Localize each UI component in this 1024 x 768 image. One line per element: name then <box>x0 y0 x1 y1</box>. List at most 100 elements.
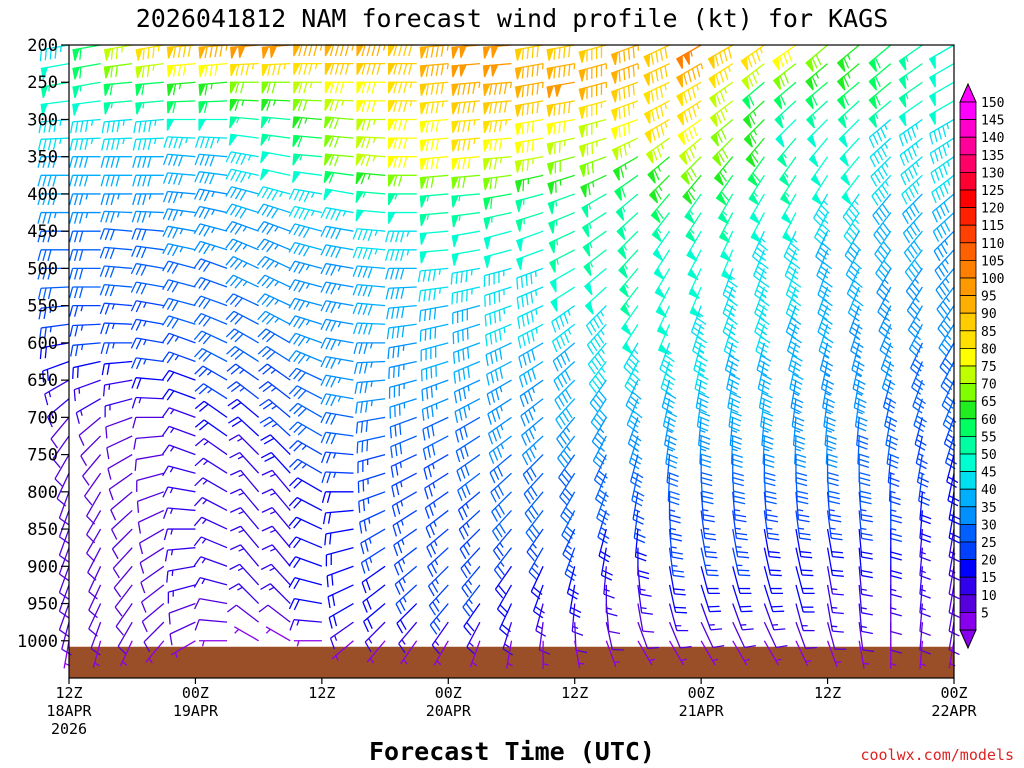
barb-half-flag <box>826 448 833 452</box>
wind-barb <box>162 153 196 167</box>
barb-shaft <box>453 342 481 354</box>
wind-barb <box>194 365 228 381</box>
barb-flag <box>257 256 266 266</box>
barb-shaft <box>948 622 955 650</box>
barb-pennant <box>651 228 662 242</box>
wind-barb <box>140 565 165 594</box>
wind-barb <box>72 100 101 116</box>
wind-barb <box>70 118 101 134</box>
barb-flag <box>724 308 735 316</box>
wind-barb <box>466 621 481 656</box>
barb-flag <box>365 559 370 572</box>
barb-flag <box>364 540 369 552</box>
barb-pennant <box>614 186 622 201</box>
wind-barb <box>230 44 259 59</box>
barb-half-flag <box>503 327 506 334</box>
barb-flag <box>74 325 79 337</box>
barb-pennant <box>198 101 207 114</box>
barb-flag <box>358 342 363 355</box>
wind-barb <box>193 347 228 363</box>
wind-barb <box>700 603 723 631</box>
barb-half-flag <box>296 619 300 626</box>
barb-flag <box>330 320 337 332</box>
barb-shaft <box>605 603 610 632</box>
barb-flag <box>859 471 871 477</box>
wind-barb <box>614 174 639 201</box>
barb-flag <box>230 366 241 375</box>
wind-barb <box>198 62 228 78</box>
wind-barb <box>578 62 607 82</box>
barb-flag <box>110 193 115 206</box>
barb-half-flag <box>532 158 534 165</box>
barb-flag <box>758 261 769 270</box>
barb-flag <box>666 410 678 418</box>
barb-shaft <box>58 528 70 556</box>
wind-barb <box>58 584 70 619</box>
barb-flag <box>214 45 218 58</box>
barb-flag <box>235 171 242 182</box>
barb-flag <box>819 289 830 298</box>
barb-half-flag <box>915 142 919 149</box>
wind-barb <box>92 640 102 668</box>
barb-flag <box>787 289 798 298</box>
barb-flag <box>659 86 664 98</box>
barb-flag <box>168 136 174 149</box>
wind-barb <box>933 230 955 262</box>
barb-half-flag <box>110 102 113 109</box>
barb-flag <box>935 189 941 201</box>
barb-flag <box>516 277 519 290</box>
barb-flag <box>47 138 52 151</box>
barb-half-flag <box>565 426 571 433</box>
wind-barb <box>99 265 133 278</box>
wind-barb <box>482 81 513 96</box>
barb-flag <box>434 327 437 339</box>
wind-barb <box>581 193 607 218</box>
barb-flag <box>463 544 470 556</box>
barb-half-flag <box>664 103 667 109</box>
barb-flag <box>231 419 243 428</box>
wind-barb <box>261 44 291 59</box>
wind-barb <box>582 230 607 257</box>
barb-shaft <box>203 419 228 437</box>
wind-barb <box>732 640 750 666</box>
barb-shaft <box>58 510 70 537</box>
barb-flag <box>618 70 621 82</box>
colorbar-label: 5 <box>981 606 989 621</box>
barb-flag <box>100 156 105 168</box>
barb-flag <box>881 203 890 214</box>
barb-flag <box>703 519 715 523</box>
barb-flag <box>490 371 495 384</box>
barb-flag <box>366 44 371 57</box>
barb-half-flag <box>761 275 767 280</box>
wind-barb <box>424 491 449 519</box>
barb-shaft <box>538 622 544 650</box>
barb-half-flag <box>890 607 897 611</box>
barb-flag <box>261 240 270 251</box>
wind-barb <box>899 137 923 166</box>
barb-flag <box>37 268 42 280</box>
barb-half-flag <box>368 517 371 524</box>
barb-flag <box>935 289 944 300</box>
barb-pennant <box>451 252 460 266</box>
barb-flag <box>193 313 202 323</box>
barb-shaft <box>202 365 228 381</box>
barb-flag <box>764 476 776 482</box>
barb-flag <box>724 289 735 298</box>
barb-flag <box>859 490 872 495</box>
barb-flag <box>100 211 105 223</box>
barb-half-flag <box>669 509 676 512</box>
barb-pennant <box>928 92 936 107</box>
barb-flag <box>264 455 276 463</box>
barb-flag <box>230 507 241 513</box>
wind-barb <box>852 361 866 395</box>
wind-barb <box>548 230 575 254</box>
barb-flag <box>230 384 241 393</box>
colorbar-label: 100 <box>981 272 1004 287</box>
barb-flag <box>563 331 570 343</box>
barb-half-flag <box>920 607 926 611</box>
barb-flag <box>586 344 595 355</box>
wind-barb <box>514 118 544 136</box>
barb-flag <box>831 551 843 554</box>
barb-flag <box>723 49 728 62</box>
wind-barb <box>163 136 196 149</box>
